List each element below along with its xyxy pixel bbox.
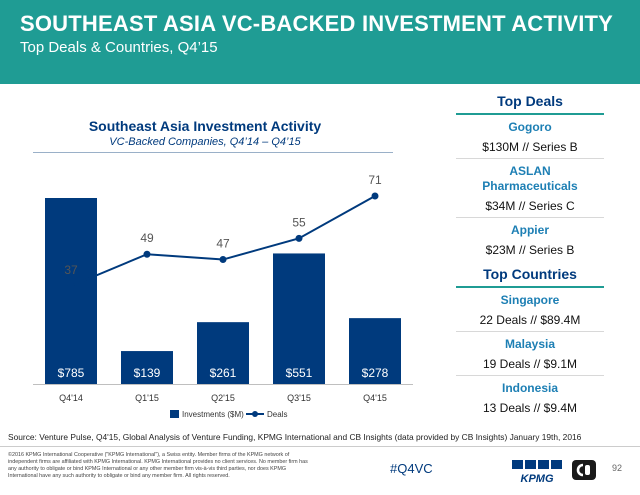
investment-activity-chart: $785 Q4'14 $139 Q1'15 $261 Q2'15 $551 Q3'15 $278… xyxy=(33,173,413,419)
deals-point xyxy=(143,250,151,258)
copyright-notice: ©2016 KPMG International Cooperative ("K… xyxy=(8,452,308,479)
country-item: Indonesia 13 Deals // $9.4M xyxy=(456,376,604,420)
bar-investments xyxy=(121,351,173,384)
bar-investments xyxy=(273,253,325,384)
sidebar: Top Deals Gogoro $130M // Series B ASLAN… xyxy=(456,89,604,420)
deal-item: Appier $23M // Series B xyxy=(456,218,604,262)
country-item: Singapore 22 Deals // $89.4M xyxy=(456,288,604,332)
chart-title-divider xyxy=(33,152,393,153)
deals-point xyxy=(371,192,379,200)
deals-value-label: 71 xyxy=(368,173,382,187)
kpmg-logo: KPMG xyxy=(512,460,562,485)
deal-item: ASLAN Pharmaceuticals $34M // Series C xyxy=(456,159,604,218)
country-name: Malaysia xyxy=(504,337,556,351)
bar-investments xyxy=(197,322,249,384)
deals-value-label: 55 xyxy=(292,215,306,229)
deals-value-label: 47 xyxy=(216,237,230,251)
country-detail: 19 Deals // $9.1M xyxy=(456,352,604,376)
deals-point xyxy=(67,282,75,290)
deals-value-label: 49 xyxy=(140,231,154,245)
deal-name: Gogoro xyxy=(508,120,552,134)
svg-text:KPMG: KPMG xyxy=(521,473,554,485)
footer-divider xyxy=(0,446,640,447)
country-item: Malaysia 19 Deals // $9.1M xyxy=(456,332,604,376)
deals-value-label: 37 xyxy=(64,263,78,277)
country-detail: 13 Deals // $9.4M xyxy=(482,401,578,415)
country-name: Singapore xyxy=(500,293,560,307)
deal-item: Gogoro $130M // Series B xyxy=(456,115,604,159)
bar-investments xyxy=(349,318,401,384)
deals-point xyxy=(219,256,227,264)
cb-insights-logo xyxy=(572,460,596,480)
x-tick-label: Q4'15 xyxy=(363,393,387,403)
country-name: Indonesia xyxy=(501,381,558,395)
top-countries-heading: Top Countries xyxy=(456,262,604,288)
source-note: Source: Venture Pulse, Q4'15, Global Ana… xyxy=(8,432,582,442)
deal-name: Appier xyxy=(510,223,549,237)
legend-label-investments: Investments ($M) xyxy=(182,410,244,419)
header-banner: SOUTHEAST ASIA VC-BACKED INVESTMENT ACTI… xyxy=(0,0,640,84)
country-detail: 22 Deals // $89.4M xyxy=(456,308,604,332)
bar-value-label: $139 xyxy=(134,366,161,380)
deal-detail: $23M // Series B xyxy=(485,243,575,257)
deal-name: ASLAN Pharmaceuticals xyxy=(482,164,578,193)
legend-label-deals: Deals xyxy=(267,410,287,419)
bar-value-label: $261 xyxy=(210,366,237,380)
x-tick-label: Q4'14 xyxy=(59,393,83,403)
bar-value-label: $551 xyxy=(286,366,313,380)
page-number: 92 xyxy=(612,463,623,473)
page-title: SOUTHEAST ASIA VC-BACKED INVESTMENT ACTI… xyxy=(20,11,614,36)
x-tick-label: Q3'15 xyxy=(287,393,311,403)
deal-detail: $34M // Series C xyxy=(456,194,604,218)
page-subtitle: Top Deals & Countries, Q4’15 xyxy=(20,39,218,56)
deals-point xyxy=(295,234,303,242)
bar-investments xyxy=(45,198,97,384)
legend-marker-deals xyxy=(252,411,258,417)
chart-title: Southeast Asia Investment Activity xyxy=(88,118,322,134)
deal-detail: $130M // Series B xyxy=(456,135,604,159)
hashtag: #Q4VC xyxy=(390,461,433,476)
chart-subtitle: VC-Backed Companies, Q4’14 – Q4’15 xyxy=(109,136,301,148)
x-tick-label: Q1'15 xyxy=(135,393,159,403)
x-tick-label: Q2'15 xyxy=(211,393,235,403)
legend-swatch-investments xyxy=(170,410,179,418)
bar-value-label: $278 xyxy=(362,366,389,380)
top-deals-heading: Top Deals xyxy=(456,89,604,115)
bar-value-label: $785 xyxy=(58,366,85,380)
